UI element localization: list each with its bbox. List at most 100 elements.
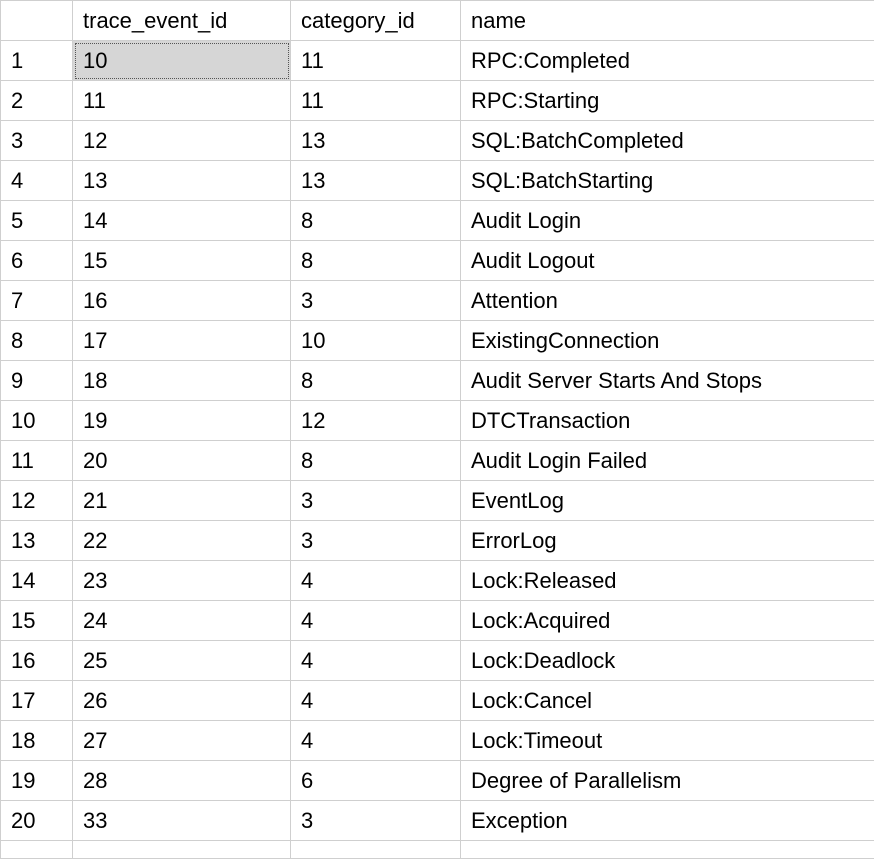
row-number-cell[interactable]: 3 (1, 121, 73, 161)
cell-category-id[interactable]: 3 (291, 481, 461, 521)
row-number-cell[interactable]: 7 (1, 281, 73, 321)
cell-trace-event-id[interactable]: 11 (73, 81, 291, 121)
cell-category-id[interactable]: 8 (291, 241, 461, 281)
cell-category-id[interactable]: 10 (291, 321, 461, 361)
cell-trace-event-id[interactable]: 19 (73, 401, 291, 441)
cell-trace-event-id[interactable]: 16 (73, 281, 291, 321)
cell-name[interactable]: Lock:Released (461, 561, 874, 601)
row-number-cell[interactable]: 16 (1, 641, 73, 681)
row-number-cell[interactable]: 5 (1, 201, 73, 241)
cell-name[interactable]: Audit Logout (461, 241, 874, 281)
cell-trace-event-id[interactable]: 13 (73, 161, 291, 201)
cell-trace-event-id[interactable]: 25 (73, 641, 291, 681)
col-header-trace-event-id[interactable]: trace_event_id (73, 1, 291, 41)
cell-name[interactable]: Exception (461, 801, 874, 841)
cell-category-id[interactable]: 11 (291, 841, 461, 859)
cell-name[interactable]: RPC:Starting (461, 81, 874, 121)
results-grid[interactable]: trace_event_id category_id name 11011RPC… (0, 0, 874, 859)
corner-cell[interactable] (1, 1, 73, 41)
cell-name[interactable]: EventLog (461, 481, 874, 521)
cell-trace-event-id[interactable]: 26 (73, 681, 291, 721)
cell-name[interactable]: Lock:Cancel (461, 681, 874, 721)
cell-category-id[interactable]: 4 (291, 721, 461, 761)
cell-trace-event-id[interactable]: 12 (73, 121, 291, 161)
cell-trace-event-id[interactable]: 27 (73, 721, 291, 761)
row-number-cell[interactable]: 20 (1, 801, 73, 841)
row-number-cell[interactable]: 13 (1, 521, 73, 561)
cell-category-id[interactable]: 11 (291, 81, 461, 121)
cell-name[interactable]: Audit Login Failed (461, 441, 874, 481)
cell-name[interactable]: Audit Server Starts And Stops (461, 361, 874, 401)
cell-trace-event-id[interactable]: 24 (73, 601, 291, 641)
cell-trace-event-id[interactable]: 34 (73, 841, 291, 859)
row-number-cell[interactable]: 9 (1, 361, 73, 401)
cell-category-id[interactable]: 4 (291, 641, 461, 681)
table-row: 5148Audit Login (1, 201, 874, 241)
cell-category-id[interactable]: 8 (291, 441, 461, 481)
row-number-cell[interactable]: 10 (1, 401, 73, 441)
row-number-cell[interactable]: 12 (1, 481, 73, 521)
table-row-cutoff: 213411SP:CacheMiss (1, 841, 874, 859)
cell-trace-event-id[interactable]: 15 (73, 241, 291, 281)
cell-name[interactable]: DTCTransaction (461, 401, 874, 441)
cell-name[interactable]: Lock:Deadlock (461, 641, 874, 681)
cell-category-id[interactable]: 4 (291, 561, 461, 601)
cell-category-id[interactable]: 13 (291, 121, 461, 161)
row-number-cell[interactable]: 15 (1, 601, 73, 641)
row-number-cell[interactable]: 21 (1, 841, 73, 859)
cell-category-id[interactable]: 12 (291, 401, 461, 441)
cell-category-id[interactable]: 4 (291, 601, 461, 641)
cell-trace-event-id[interactable]: 21 (73, 481, 291, 521)
cell-name[interactable]: Attention (461, 281, 874, 321)
cell-category-id[interactable]: 6 (291, 761, 461, 801)
cell-trace-event-id[interactable]: 28 (73, 761, 291, 801)
table-row: 11208Audit Login Failed (1, 441, 874, 481)
row-number-cell[interactable]: 1 (1, 41, 73, 81)
cell-trace-event-id[interactable]: 22 (73, 521, 291, 561)
table-row: 101912DTCTransaction (1, 401, 874, 441)
cell-trace-event-id[interactable]: 23 (73, 561, 291, 601)
cell-category-id[interactable]: 4 (291, 681, 461, 721)
cell-category-id[interactable]: 13 (291, 161, 461, 201)
table-row: 16254Lock:Deadlock (1, 641, 874, 681)
row-number-cell[interactable]: 17 (1, 681, 73, 721)
row-number-cell[interactable]: 11 (1, 441, 73, 481)
table-row: 12213EventLog (1, 481, 874, 521)
row-number-cell[interactable]: 19 (1, 761, 73, 801)
cell-trace-event-id[interactable]: 33 (73, 801, 291, 841)
cell-name[interactable]: ErrorLog (461, 521, 874, 561)
cell-category-id[interactable]: 8 (291, 361, 461, 401)
cell-category-id[interactable]: 3 (291, 281, 461, 321)
cell-category-id[interactable]: 3 (291, 521, 461, 561)
cell-name[interactable]: SQL:BatchCompleted (461, 121, 874, 161)
col-header-category-id[interactable]: category_id (291, 1, 461, 41)
cell-trace-event-id[interactable]: 14 (73, 201, 291, 241)
table-row: 31213SQL:BatchCompleted (1, 121, 874, 161)
cell-category-id[interactable]: 11 (291, 41, 461, 81)
cell-name[interactable]: ExistingConnection (461, 321, 874, 361)
cell-trace-event-id[interactable]: 10 (73, 41, 291, 81)
cell-name[interactable]: SP:CacheMiss (461, 841, 874, 859)
cell-name[interactable]: SQL:BatchStarting (461, 161, 874, 201)
row-number-cell[interactable]: 6 (1, 241, 73, 281)
row-number-cell[interactable]: 4 (1, 161, 73, 201)
cell-name[interactable]: Audit Login (461, 201, 874, 241)
cell-name[interactable]: Degree of Parallelism (461, 761, 874, 801)
cell-trace-event-id[interactable]: 20 (73, 441, 291, 481)
table-row: 15244Lock:Acquired (1, 601, 874, 641)
row-number-cell[interactable]: 8 (1, 321, 73, 361)
cell-name[interactable]: Lock:Timeout (461, 721, 874, 761)
cell-category-id[interactable]: 3 (291, 801, 461, 841)
col-header-name[interactable]: name (461, 1, 874, 41)
row-number-cell[interactable]: 18 (1, 721, 73, 761)
cell-trace-event-id[interactable]: 18 (73, 361, 291, 401)
cell-name[interactable]: RPC:Completed (461, 41, 874, 81)
cell-trace-event-id[interactable]: 17 (73, 321, 291, 361)
cell-name[interactable]: Lock:Acquired (461, 601, 874, 641)
table-row: 6158Audit Logout (1, 241, 874, 281)
row-number-cell[interactable]: 2 (1, 81, 73, 121)
row-number-cell[interactable]: 14 (1, 561, 73, 601)
cell-category-id[interactable]: 8 (291, 201, 461, 241)
table-row: 7163Attention (1, 281, 874, 321)
table-row: 9188Audit Server Starts And Stops (1, 361, 874, 401)
